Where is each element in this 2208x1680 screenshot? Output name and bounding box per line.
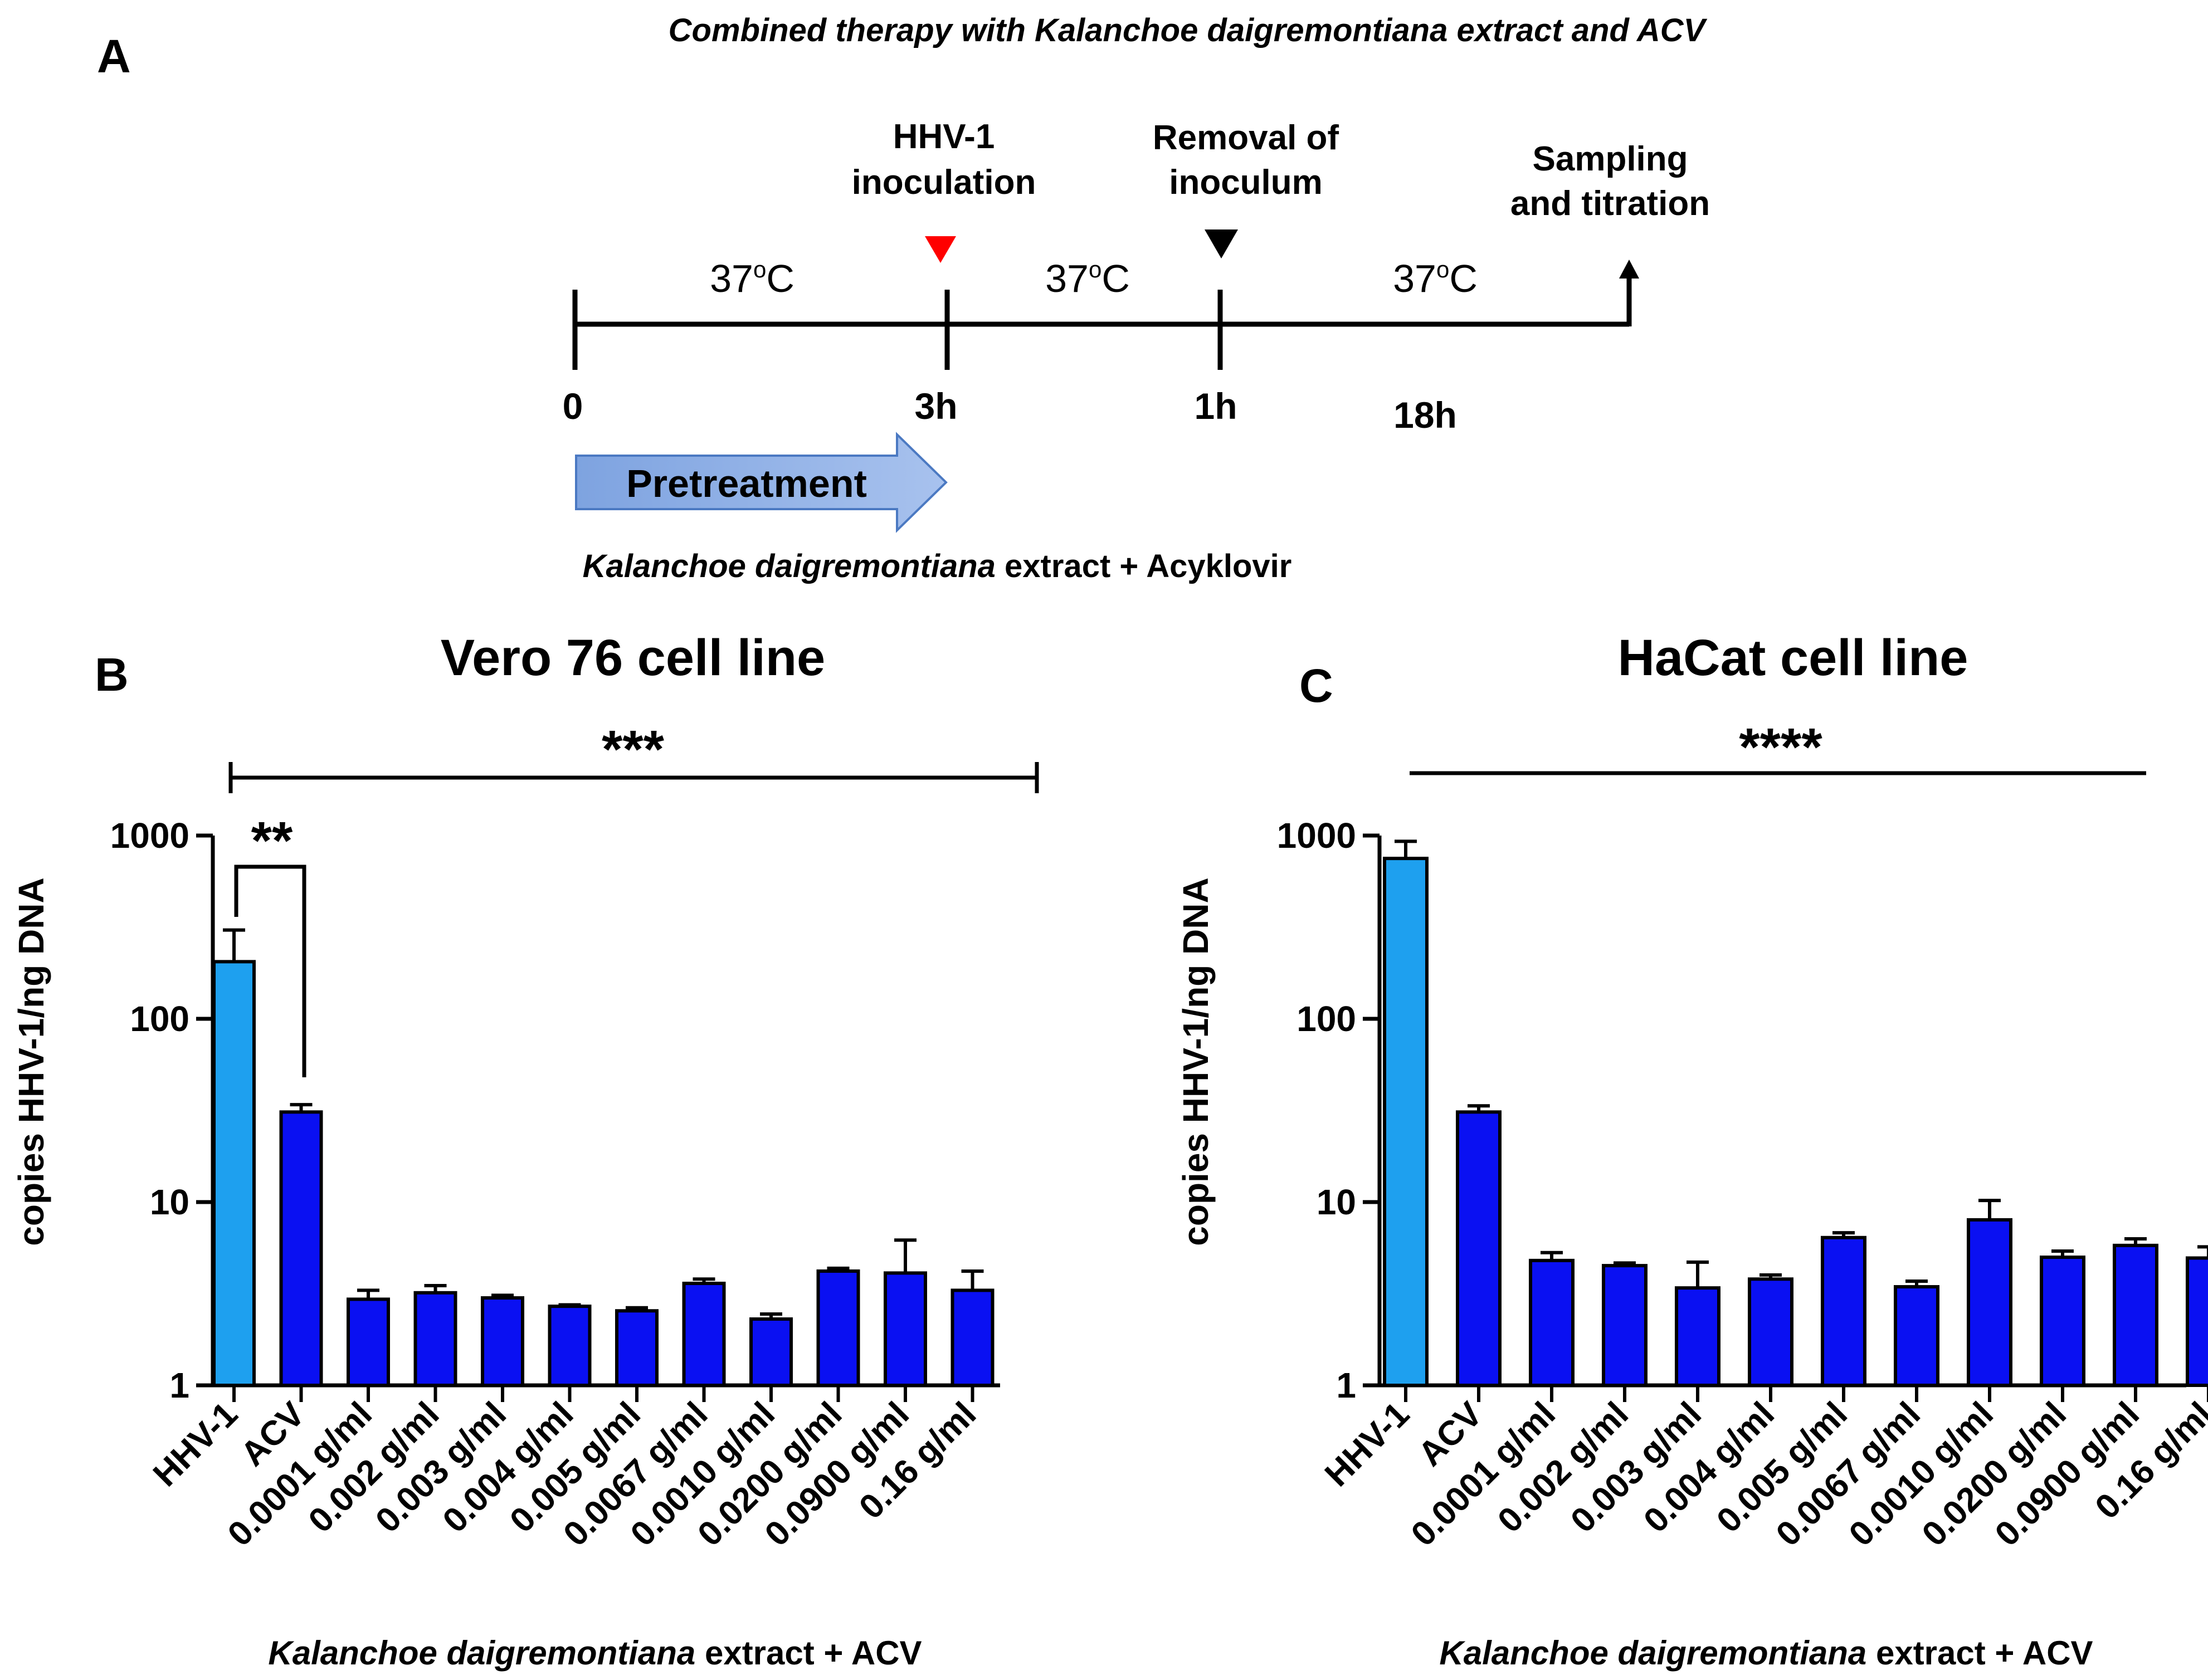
bar-0-0001-g-ml	[347, 1297, 390, 1387]
bar-0-003-g-ml	[481, 1296, 524, 1387]
bar-0-003-g-ml	[1675, 1286, 1720, 1388]
time-label-3h: 3h	[914, 385, 957, 427]
bar-hhv-1	[1383, 857, 1429, 1387]
bar-0-005-g-ml	[615, 1309, 659, 1388]
sampling-label-line2: and titration	[1510, 184, 1710, 223]
panel-b-chart: B Vero 76 cell line copies HHV-1/ng DNA …	[11, 629, 1039, 1672]
removal-label-line1: Removal of	[1153, 119, 1339, 157]
x-tick-label: HHV-1	[1318, 1395, 1417, 1494]
bar-0-0900-g-ml	[884, 1271, 927, 1387]
bar-0-16-g-ml	[2186, 1256, 2208, 1387]
panel-c-letter: C	[1299, 660, 1333, 712]
bar-0-0900-g-ml	[2113, 1243, 2158, 1388]
bar-0-004-g-ml	[1748, 1277, 1793, 1388]
time-label-18h: 18h	[1393, 394, 1457, 436]
bar-0-0001-g-ml	[1529, 1258, 1575, 1387]
bar-0-0010-g-ml	[1967, 1218, 2012, 1387]
y-axis-label: copies HHV-1/ng DNA	[11, 877, 51, 1246]
y-tick-label: 1	[169, 1365, 189, 1405]
bar-acv	[1456, 1110, 1502, 1388]
panel-b-letter: B	[95, 648, 129, 701]
y-axis-label: copies HHV-1/ng DNA	[1176, 877, 1216, 1246]
bar-0-002-g-ml	[413, 1291, 457, 1387]
pretreatment-label: Pretreatment	[626, 462, 867, 505]
y-tick-label: 10	[150, 1182, 189, 1222]
bar-0-0200-g-ml	[816, 1269, 860, 1387]
significance-label-overall: ***	[602, 720, 665, 779]
temperature-label-2: 37oC	[1045, 256, 1130, 300]
significance-label-hhv-acv: **	[251, 811, 293, 871]
temperature-label-1: 37oC	[710, 256, 795, 300]
bar-0-0010-g-ml	[749, 1317, 793, 1387]
panel-c-chart: C HaCat cell line copies HHV-1/ng DNA Ka…	[1176, 629, 2208, 1672]
pretreatment-arrow	[575, 432, 948, 533]
chart-title: Vero 76 cell line	[441, 629, 825, 686]
y-tick-label: 10	[1317, 1182, 1356, 1222]
temperature-label-3: 37oC	[1393, 256, 1478, 300]
panel-a: A Combined therapy with Kalanchoe daigre…	[97, 12, 1710, 584]
bar-0-0067-g-ml	[1894, 1285, 1939, 1388]
inoculation-label-line2: inoculation	[852, 163, 1036, 202]
bar-0-0200-g-ml	[2040, 1256, 2085, 1387]
significance-label-overall: ****	[1739, 717, 1822, 777]
y-tick-label: 1	[1336, 1365, 1356, 1405]
y-tick-label: 1000	[110, 815, 189, 856]
significance-bracket-hhv-acv	[234, 865, 306, 1077]
bar-0-004-g-ml	[548, 1305, 592, 1387]
panel-a-title: Combined therapy with Kalanchoe daigremo…	[669, 12, 1708, 48]
time-label-1h: 1h	[1194, 385, 1237, 427]
y-tick-label: 1000	[1277, 815, 1356, 856]
removal-label-line2: inoculum	[1169, 163, 1323, 202]
bar-0-005-g-ml	[1821, 1235, 1866, 1388]
y-tick-label: 100	[130, 999, 189, 1039]
inoculation-marker-icon	[925, 236, 956, 263]
bar-0-002-g-ml	[1602, 1264, 1648, 1387]
bar-0-0067-g-ml	[682, 1281, 726, 1388]
bar-acv	[279, 1110, 323, 1388]
sampling-label-line1: Sampling	[1532, 140, 1688, 178]
x-axis-label: Kalanchoe daigremontiana extract + ACV	[268, 1634, 922, 1672]
time-label-0: 0	[563, 385, 583, 427]
x-axis-label: Kalanchoe daigremontiana extract + ACV	[1439, 1634, 2093, 1672]
panel-a-letter: A	[97, 30, 131, 82]
treatment-caption: Kalanchoe daigremontiana extract + Acykl…	[583, 548, 1292, 584]
timeline-end-arrowhead	[1619, 260, 1639, 279]
chart-title: HaCat cell line	[1618, 629, 1968, 686]
bar-0-16-g-ml	[951, 1288, 995, 1388]
bar-hhv-1	[212, 960, 256, 1387]
inoculation-label-line1: HHV-1	[893, 118, 995, 156]
removal-marker-icon	[1205, 229, 1238, 258]
x-tick-label: HHV-1	[146, 1395, 245, 1494]
y-tick-label: 100	[1296, 999, 1356, 1039]
